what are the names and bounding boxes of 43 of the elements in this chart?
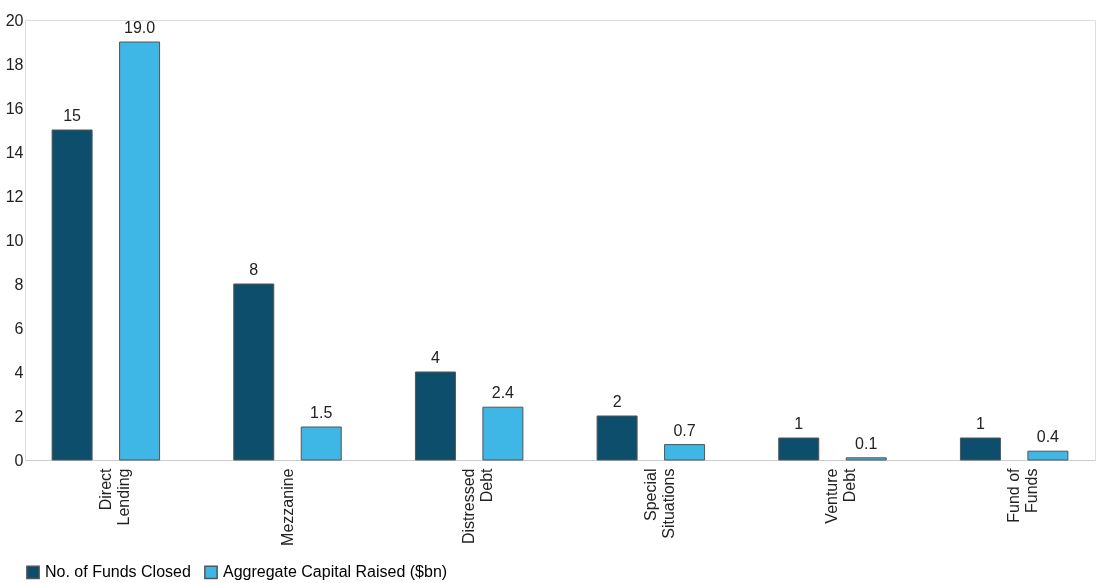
y-tick-label: 18 — [5, 55, 24, 73]
y-tick-label: 12 — [5, 187, 24, 205]
x-tick-label: Fund of Funds — [1005, 467, 1041, 523]
bar — [414, 371, 456, 461]
data-label: 2 — [612, 393, 622, 410]
y-tick-label: 0 — [14, 451, 24, 469]
bar — [596, 415, 638, 461]
data-label: 19.0 — [124, 19, 156, 36]
y-tick-label: 16 — [5, 99, 24, 117]
data-label: 2.4 — [491, 384, 515, 402]
data-label: 1.5 — [310, 404, 333, 421]
y-tick-label: 6 — [14, 319, 24, 337]
data-label: 1 — [975, 415, 985, 432]
data-label: 0.7 — [673, 421, 696, 439]
y-tick-label: 10 — [5, 231, 24, 249]
y-tick-label: 4 — [14, 363, 24, 381]
x-tick-label: Distressed Debt — [460, 467, 496, 545]
bar — [482, 406, 524, 461]
data-label: 0.1 — [855, 434, 878, 452]
x-tick-label: Venture Debt — [823, 467, 859, 524]
y-tick-label: 14 — [5, 143, 24, 161]
legend-label: Aggregate Capital Raised ($bn) — [223, 563, 448, 581]
y-tick-label: 2 — [14, 407, 24, 425]
x-tick-label: Direct Lending — [96, 467, 132, 526]
bar — [51, 129, 93, 461]
x-tick-label: Special Situations — [641, 468, 677, 539]
data-label: 1 — [794, 415, 804, 432]
data-label: 15 — [63, 107, 82, 124]
bar — [959, 437, 1001, 461]
bar — [1027, 450, 1069, 461]
bar — [233, 283, 275, 461]
data-label: 0.4 — [1036, 428, 1060, 446]
data-label: 8 — [249, 261, 259, 278]
data-label: 4 — [430, 349, 440, 366]
bar — [300, 426, 342, 461]
bar — [119, 41, 161, 461]
bar — [845, 457, 887, 461]
legend-label: No. of Funds Closed — [45, 563, 191, 581]
bar — [664, 444, 706, 461]
y-tick-label: 8 — [14, 275, 24, 293]
bar — [778, 437, 820, 461]
y-tick-label: 20 — [5, 11, 24, 29]
x-tick-label: Mezzanine — [278, 468, 296, 546]
